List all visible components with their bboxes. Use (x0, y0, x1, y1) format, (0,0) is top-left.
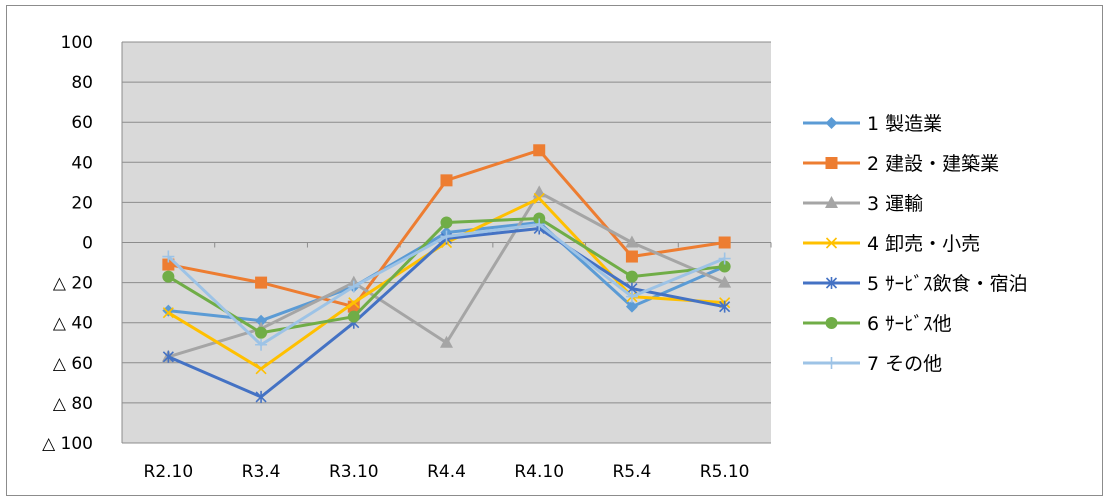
data-point (440, 335, 453, 348)
data-point (348, 297, 360, 309)
legend-label: 4 卸売・小売 (867, 233, 980, 255)
x-tick-label: R5.4 (612, 462, 651, 482)
data-point (440, 230, 453, 243)
y-tick-label: △ 40 (53, 314, 93, 334)
legend-marker (825, 237, 838, 249)
data-point (162, 350, 174, 363)
y-axis-tick-labels: 100 80 60 40 20 0 △ 20 △ 40 △ 60 △ 80 △ 100 (42, 33, 93, 454)
x-tick-label: R2.10 (144, 462, 194, 482)
y-tick-label: 100 (61, 33, 93, 53)
data-point (625, 290, 638, 303)
x-tick-label: R5.10 (700, 462, 750, 482)
data-point (533, 144, 546, 157)
legend-entry: 2 建設・建築業 (803, 153, 999, 175)
data-point (625, 235, 639, 248)
x-tick-label: R4.10 (514, 462, 564, 482)
legend-marker (825, 317, 838, 329)
y-tick-label: 40 (71, 153, 93, 173)
data-point (625, 300, 638, 313)
legend-marker (825, 117, 838, 129)
x-axis-tick-labels: R2.10 R3.4 R3.10 R4.4 R4.10 R5.4 R5.10 (144, 462, 750, 482)
y-tick-label: 80 (71, 73, 93, 93)
legend-entry: 4 卸売・小売 (803, 233, 980, 255)
legend-entry: 7 その他 (803, 353, 942, 375)
y-tick-label: △ 100 (42, 434, 93, 454)
series-6 (162, 212, 731, 339)
y-tick-label: △ 60 (53, 354, 93, 374)
data-point (718, 275, 732, 288)
x-tick-label: R4.4 (427, 462, 466, 482)
legend: 1 製造業 2 建設・建築業 3 運輸 4 卸売・小売 5 ｻｰﾋﾞｽ飲食・宿泊 6 ｻｰ… (803, 113, 1028, 375)
y-tick-label: 60 (71, 113, 93, 133)
data-point (255, 326, 268, 339)
data-point (625, 250, 638, 263)
data-point (440, 216, 453, 229)
y-tick-label: 20 (71, 193, 93, 213)
data-point (347, 310, 360, 323)
legend-marker (825, 357, 838, 369)
data-point (162, 250, 175, 263)
legend-entry: 6 ｻｰﾋﾞｽ他 (803, 313, 952, 335)
legend-marker (825, 196, 838, 208)
legend-marker (825, 157, 838, 169)
legend-label: 7 その他 (867, 353, 942, 375)
y-tick-label: 0 (82, 234, 93, 254)
data-point (533, 192, 545, 204)
data-point (719, 300, 731, 313)
legend-entry: 3 運輸 (803, 193, 923, 215)
data-point (718, 252, 731, 265)
data-point (533, 212, 546, 225)
data-point (533, 218, 546, 231)
data-point (440, 174, 453, 187)
data-point (162, 258, 175, 271)
data-point (255, 390, 267, 403)
data-point (255, 314, 268, 327)
legend-label: 2 建設・建築業 (867, 153, 999, 175)
data-point (347, 280, 360, 293)
data-point (718, 236, 731, 249)
data-point (255, 276, 268, 289)
series-7 (162, 218, 731, 351)
legend-entry: 5 ｻｰﾋﾞｽ飲食・宿泊 (803, 273, 1028, 295)
y-tick-label: △ 80 (53, 394, 93, 414)
data-point (162, 307, 174, 319)
x-tick-label: R3.10 (329, 462, 379, 482)
data-point (718, 260, 731, 273)
series-2 (162, 144, 731, 313)
series-group (161, 144, 732, 403)
legend-label: 6 ｻｰﾋﾞｽ他 (867, 313, 952, 335)
data-point (255, 338, 268, 351)
data-point (255, 363, 267, 375)
legend-entry: 1 製造業 (803, 113, 942, 135)
legend-marker (825, 277, 838, 289)
data-point (162, 270, 175, 283)
legend-label: 5 ｻｰﾋﾞｽ飲食・宿泊 (867, 273, 1028, 295)
data-point (625, 270, 638, 283)
legend-label: 1 製造業 (867, 113, 942, 135)
legend-label: 3 運輸 (867, 193, 923, 215)
x-tick-label: R3.4 (242, 462, 281, 482)
y-tick-label: △ 20 (53, 274, 93, 294)
